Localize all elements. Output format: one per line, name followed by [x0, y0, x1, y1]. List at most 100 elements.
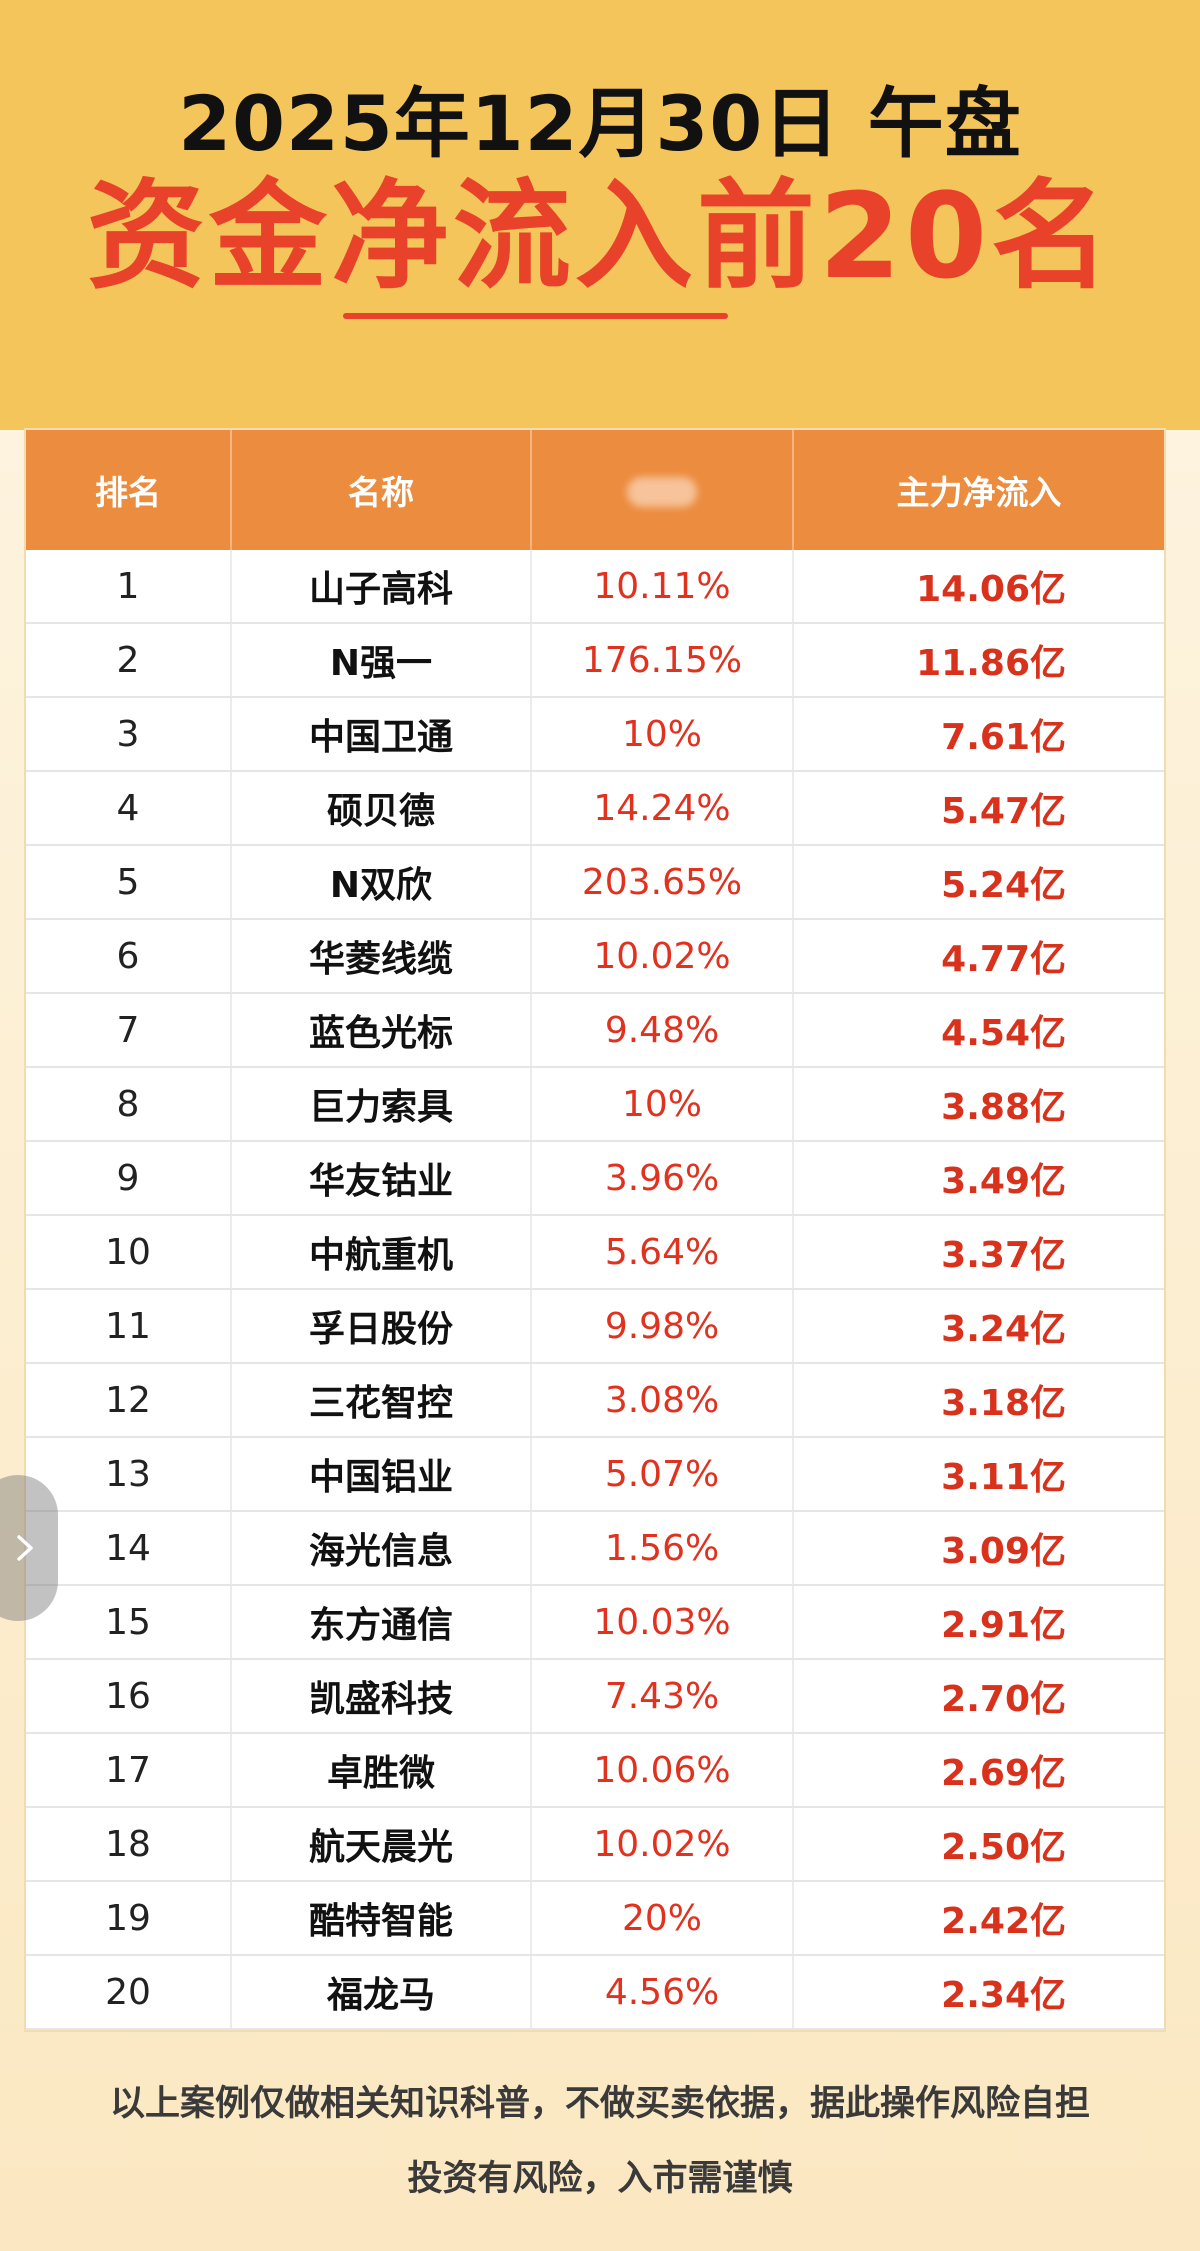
- stock-name-cell: 山子高科: [231, 550, 532, 624]
- table-row: 5 N双欣 203.65% 5.24亿: [26, 845, 1164, 920]
- change-percent-cell: 1.56%: [531, 1511, 794, 1586]
- blurred-label: [627, 477, 697, 507]
- change-percent-cell: 5.64%: [531, 1215, 794, 1290]
- disclaimer-line-1: 以上案例仅做相关知识科普，不做买卖依据，据此操作风险自担: [109, 2084, 1090, 2124]
- stock-name-cell: 中航重机: [231, 1215, 532, 1290]
- ranking-table-container: 排名 名称 主力净流入 1 山子高科 10.11% 14.06亿 2 N强一 176.15%…: [26, 430, 1164, 2030]
- net-inflow-cell: 3.09亿: [793, 1511, 1164, 1586]
- table-row: 8 巨力索具 10% 3.88亿: [26, 1067, 1164, 1142]
- change-percent-cell: 9.98%: [531, 1289, 794, 1364]
- table-row: 18 航天晨光 10.02% 2.50亿: [26, 1807, 1164, 1882]
- table-row: 6 华菱线缆 10.02% 4.77亿: [26, 919, 1164, 994]
- stock-name-cell: 中国卫通: [231, 697, 532, 772]
- net-inflow-cell: 11.86亿: [793, 623, 1164, 698]
- net-inflow-cell: 3.24亿: [793, 1289, 1164, 1364]
- table-row: 9 华友钴业 3.96% 3.49亿: [26, 1141, 1164, 1216]
- rank-cell: 3: [26, 697, 232, 772]
- stock-name-cell: 凯盛科技: [231, 1659, 532, 1734]
- stock-name-cell: 三花智控: [231, 1363, 532, 1438]
- table-row: 17 卓胜微 10.06% 2.69亿: [26, 1733, 1164, 1808]
- change-percent-cell: 10.06%: [531, 1733, 794, 1808]
- column-header-rank: 排名: [26, 430, 232, 550]
- stock-name-cell: 华友钴业: [231, 1141, 532, 1216]
- table-row: 1 山子高科 10.11% 14.06亿: [26, 550, 1164, 624]
- net-inflow-cell: 2.34亿: [793, 1955, 1164, 2030]
- rank-cell: 15: [26, 1585, 232, 1660]
- table-header-row: 排名 名称 主力净流入: [26, 430, 1164, 550]
- title-underline: [343, 313, 728, 319]
- stock-name-cell: 蓝色光标: [231, 993, 532, 1068]
- net-inflow-cell: 3.18亿: [793, 1363, 1164, 1438]
- stock-name-cell: N强一: [231, 623, 532, 698]
- rank-cell: 6: [26, 919, 232, 994]
- column-header-change-blurred: [531, 430, 794, 550]
- rank-cell: 9: [26, 1141, 232, 1216]
- rank-cell: 2: [26, 623, 232, 698]
- rank-cell: 17: [26, 1733, 232, 1808]
- page-title: 资金净流入前20名: [86, 167, 1114, 305]
- rank-cell: 14: [26, 1511, 232, 1586]
- table-row: 15 东方通信 10.03% 2.91亿: [26, 1585, 1164, 1660]
- table-row: 12 三花智控 3.08% 3.18亿: [26, 1363, 1164, 1438]
- stock-name-cell: 酷特智能: [231, 1881, 532, 1956]
- change-percent-cell: 9.48%: [531, 993, 794, 1068]
- net-inflow-cell: 2.69亿: [793, 1733, 1164, 1808]
- rank-cell: 5: [26, 845, 232, 920]
- stock-name-cell: 孚日股份: [231, 1289, 532, 1364]
- net-inflow-cell: 2.50亿: [793, 1807, 1164, 1882]
- table-row: 3 中国卫通 10% 7.61亿: [26, 697, 1164, 772]
- table-row: 16 凯盛科技 7.43% 2.70亿: [26, 1659, 1164, 1734]
- table-row: 20 福龙马 4.56% 2.34亿: [26, 1955, 1164, 2030]
- rank-cell: 18: [26, 1807, 232, 1882]
- net-inflow-cell: 3.37亿: [793, 1215, 1164, 1290]
- change-percent-cell: 10.02%: [531, 1807, 794, 1882]
- rank-cell: 16: [26, 1659, 232, 1734]
- net-inflow-cell: 4.77亿: [793, 919, 1164, 994]
- side-nav-button[interactable]: [0, 1475, 58, 1621]
- net-inflow-cell: 3.11亿: [793, 1437, 1164, 1512]
- net-inflow-cell: 4.54亿: [793, 993, 1164, 1068]
- net-inflow-cell: 2.91亿: [793, 1585, 1164, 1660]
- net-inflow-cell: 5.47亿: [793, 771, 1164, 846]
- change-percent-cell: 10.03%: [531, 1585, 794, 1660]
- stock-name-cell: N双欣: [231, 845, 532, 920]
- net-inflow-cell: 7.61亿: [793, 697, 1164, 772]
- column-header-net-inflow: 主力净流入: [793, 430, 1164, 550]
- table-row: 11 孚日股份 9.98% 3.24亿: [26, 1289, 1164, 1364]
- stock-name-cell: 海光信息: [231, 1511, 532, 1586]
- stock-name-cell: 中国铝业: [231, 1437, 532, 1512]
- rank-cell: 19: [26, 1881, 232, 1956]
- table-row: 19 酷特智能 20% 2.42亿: [26, 1881, 1164, 1956]
- rank-cell: 20: [26, 1955, 232, 2030]
- change-percent-cell: 3.08%: [531, 1363, 794, 1438]
- change-percent-cell: 3.96%: [531, 1141, 794, 1216]
- change-percent-cell: 20%: [531, 1881, 794, 1956]
- change-percent-cell: 10%: [531, 697, 794, 772]
- stock-name-cell: 福龙马: [231, 1955, 532, 2030]
- table-row: 7 蓝色光标 9.48% 4.54亿: [26, 993, 1164, 1068]
- net-inflow-cell: 2.42亿: [793, 1881, 1164, 1956]
- change-percent-cell: 5.07%: [531, 1437, 794, 1512]
- net-inflow-cell: 3.49亿: [793, 1141, 1164, 1216]
- change-percent-cell: 10.11%: [531, 550, 794, 624]
- stock-name-cell: 卓胜微: [231, 1733, 532, 1808]
- change-percent-cell: 14.24%: [531, 771, 794, 846]
- stock-name-cell: 东方通信: [231, 1585, 532, 1660]
- ranking-table: 排名 名称 主力净流入 1 山子高科 10.11% 14.06亿 2 N强一 176.15%…: [26, 430, 1164, 2030]
- table-row: 10 中航重机 5.64% 3.37亿: [26, 1215, 1164, 1290]
- stock-name-cell: 华菱线缆: [231, 919, 532, 994]
- rank-cell: 13: [26, 1437, 232, 1512]
- net-inflow-cell: 2.70亿: [793, 1659, 1164, 1734]
- rank-cell: 12: [26, 1363, 232, 1438]
- rank-cell: 8: [26, 1067, 232, 1142]
- stock-name-cell: 航天晨光: [231, 1807, 532, 1882]
- change-percent-cell: 10%: [531, 1067, 794, 1142]
- change-percent-cell: 203.65%: [531, 845, 794, 920]
- change-percent-cell: 7.43%: [531, 1659, 794, 1734]
- disclaimer-line-2: 投资有风险，入市需谨慎: [407, 2159, 793, 2199]
- column-header-name: 名称: [231, 430, 532, 550]
- rank-cell: 1: [26, 550, 232, 624]
- stock-name-cell: 硕贝德: [231, 771, 532, 846]
- rank-cell: 4: [26, 771, 232, 846]
- net-inflow-cell: 14.06亿: [793, 550, 1164, 624]
